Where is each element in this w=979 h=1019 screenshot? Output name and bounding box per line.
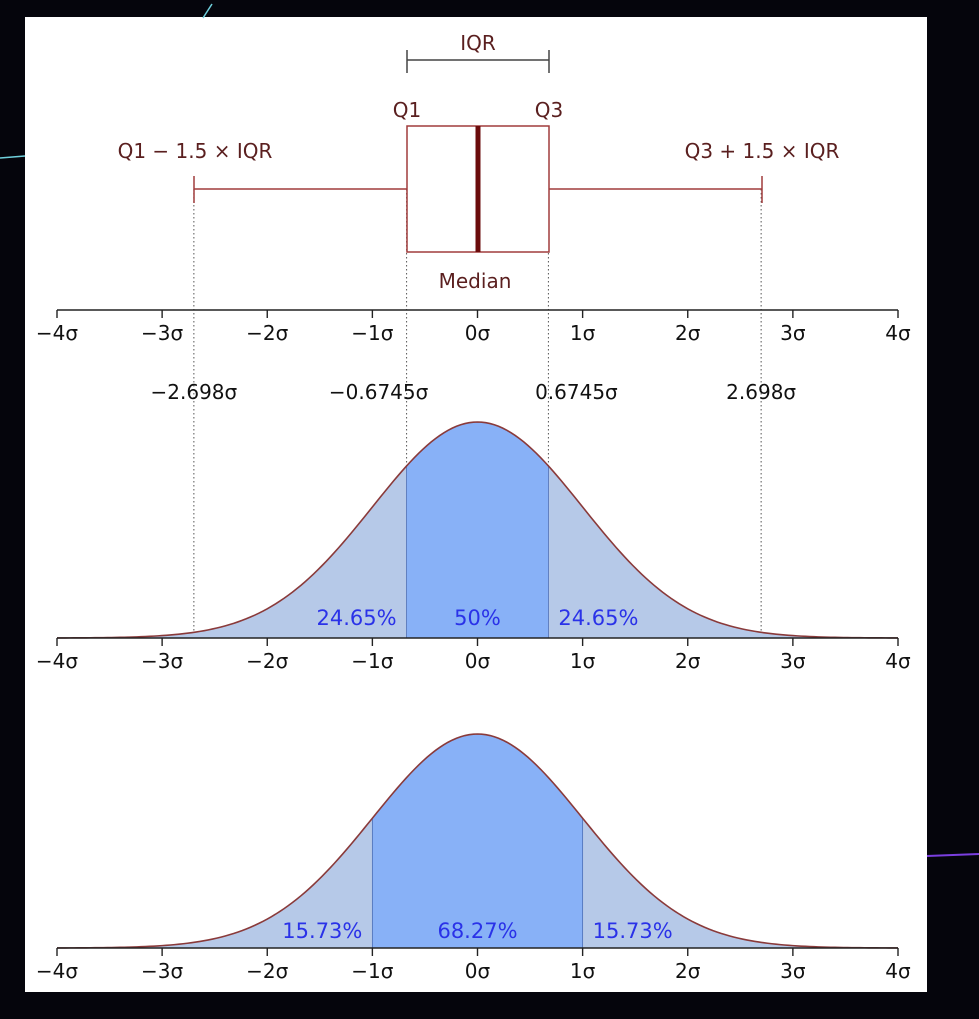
area-center-fill: [406, 422, 549, 638]
q3-label: Q3: [535, 98, 563, 122]
z-value-label: −0.6745σ: [329, 380, 429, 404]
iqr-label: IQR: [460, 31, 496, 55]
region-percent-label: 68.27%: [437, 919, 517, 943]
normal-chart-sigma: 15.73% 68.27% 15.73%: [56, 733, 899, 949]
axis-top: −4σ −3σ −2σ −1σ 0σ 1σ 2σ 3σ 4σ: [36, 309, 911, 345]
axis-bottom: −4σ −3σ −2σ −1σ 0σ 1σ 2σ 3σ 4σ: [36, 947, 911, 983]
z-value-label: −2.698σ: [151, 380, 238, 404]
tick-label: 0σ: [465, 959, 491, 983]
z-value-label: 2.698σ: [726, 380, 796, 404]
median-label: Median: [439, 269, 512, 293]
density-curve: [56, 421, 899, 639]
boxplot-normal-distribution-diagram: IQR Q1 Q3 Q1 − 1.5 × IQR Q3 + 1.5 × IQR …: [36, 31, 911, 983]
tick-label: 3σ: [780, 649, 806, 673]
area-center-fill: [372, 734, 583, 948]
tick-label: 2σ: [675, 649, 701, 673]
boxplot: IQR Q1 Q3 Q1 − 1.5 × IQR Q3 + 1.5 × IQR …: [118, 31, 840, 293]
tick-label: −1σ: [351, 321, 393, 345]
tick-label: −2σ: [246, 321, 288, 345]
q1-label: Q1: [393, 98, 421, 122]
tick-label: 2σ: [675, 321, 701, 345]
tick-label: 2σ: [675, 959, 701, 983]
tick-label: −1σ: [351, 649, 393, 673]
tick-label: 4σ: [885, 649, 911, 673]
region-percent-label: 24.65%: [558, 606, 638, 630]
tick-label: 0σ: [465, 649, 491, 673]
tick-label: 0σ: [465, 321, 491, 345]
tick-label: −3σ: [141, 959, 183, 983]
diagram-panel: IQR Q1 Q3 Q1 − 1.5 × IQR Q3 + 1.5 × IQR …: [25, 17, 927, 992]
normal-chart-iqr: 24.65% 50% 24.65%: [56, 421, 899, 639]
tick-label: 4σ: [885, 959, 911, 983]
upper-fence-label: Q3 + 1.5 × IQR: [685, 139, 840, 163]
tick-label: 4σ: [885, 321, 911, 345]
tick-label: −4σ: [36, 649, 78, 673]
lower-fence-label: Q1 − 1.5 × IQR: [118, 139, 273, 163]
tick-label: −2σ: [246, 649, 288, 673]
tick-label: −4σ: [36, 959, 78, 983]
tick-label: 1σ: [570, 649, 596, 673]
tick-label: −1σ: [351, 959, 393, 983]
region-percent-label: 15.73%: [593, 919, 673, 943]
region-percent-label: 24.65%: [317, 606, 397, 630]
tick-label: 3σ: [780, 959, 806, 983]
tick-label: 1σ: [570, 959, 596, 983]
tick-label: −2σ: [246, 959, 288, 983]
z-value-label: 0.6745σ: [535, 380, 618, 404]
density-curve: [56, 733, 899, 949]
tick-label: −4σ: [36, 321, 78, 345]
tick-label: 1σ: [570, 321, 596, 345]
axis-middle: −4σ −3σ −2σ −1σ 0σ 1σ 2σ 3σ 4σ: [36, 637, 911, 673]
tick-label: 3σ: [780, 321, 806, 345]
tick-label: −3σ: [141, 649, 183, 673]
region-percent-label: 50%: [454, 606, 501, 630]
region-percent-label: 15.73%: [282, 919, 362, 943]
z-value-labels: −2.698σ −0.6745σ 0.6745σ 2.698σ: [151, 380, 797, 404]
tick-label: −3σ: [141, 321, 183, 345]
